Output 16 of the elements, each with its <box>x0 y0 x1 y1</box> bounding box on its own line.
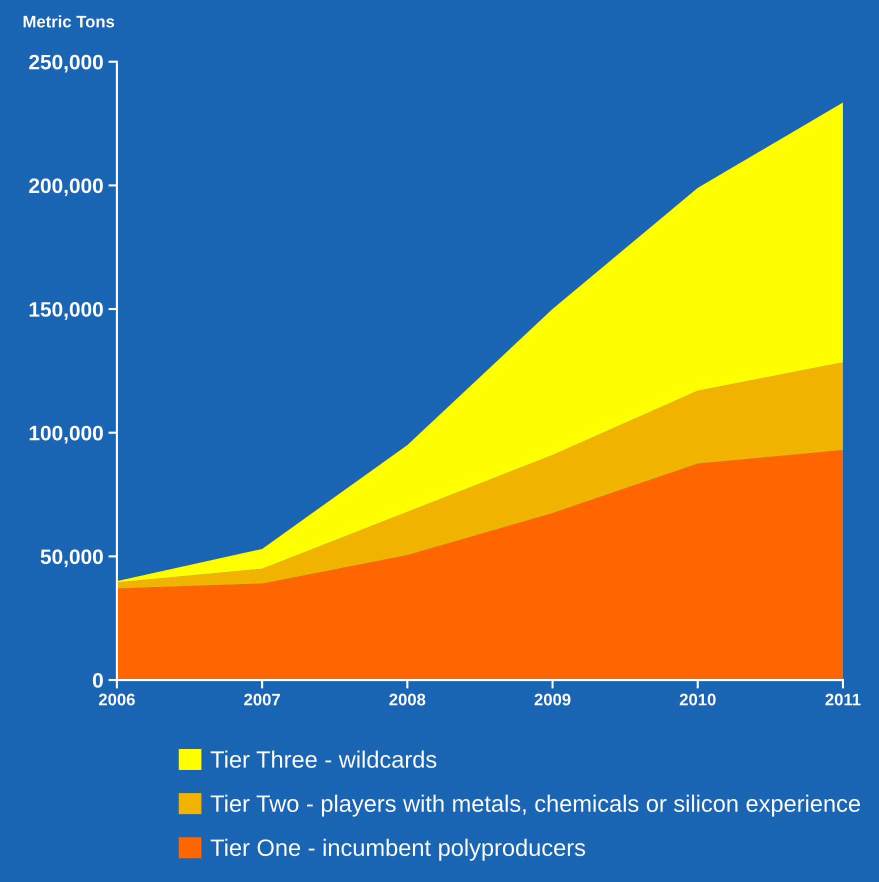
x-tick-label: 2011 <box>825 694 861 706</box>
y-tick-label: 0 <box>92 673 103 688</box>
legend-label: Tier Two - players with metals, chemicals or silicon experience <box>210 794 860 817</box>
x-tick-label: 2007 <box>244 694 280 706</box>
x-tick-label: 2008 <box>389 694 426 706</box>
y-tick-label: 150,000 <box>30 302 103 320</box>
x-tick-label: 2006 <box>98 694 135 706</box>
y-tick-label: 100,000 <box>30 426 103 444</box>
y-tick-label: 200,000 <box>29 178 103 196</box>
x-tick-label: 2010 <box>680 694 716 706</box>
y-tick-label: 250,000 <box>29 54 103 73</box>
y-tick-label: 50,000 <box>40 549 103 568</box>
legend-label: Tier Three - wildcards <box>210 750 436 768</box>
x-tick-label: 2009 <box>534 694 570 706</box>
y-axis-title: Metric Tons <box>24 15 114 28</box>
legend-label: Tier One - incumbent polyproducers <box>210 838 586 861</box>
